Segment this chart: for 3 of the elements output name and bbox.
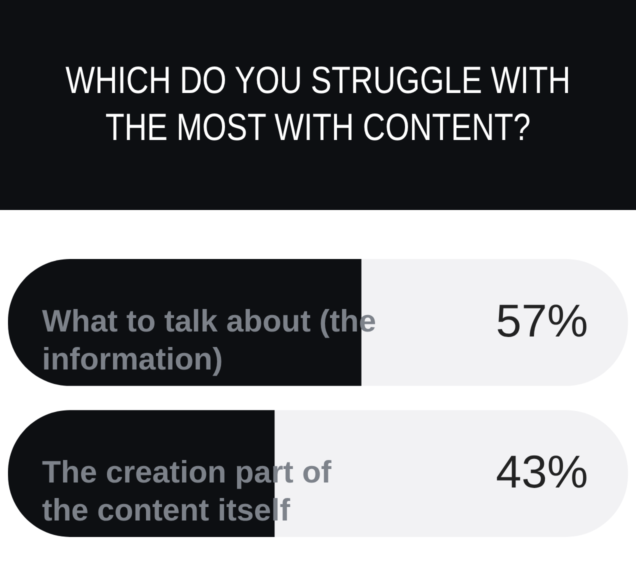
- chart-title: WHICH DO YOU STRUGGLE WITH THE MOST WITH CONTENT?: [65, 58, 571, 151]
- data-label: 57%: [496, 294, 588, 346]
- data-label: 43%: [496, 446, 588, 498]
